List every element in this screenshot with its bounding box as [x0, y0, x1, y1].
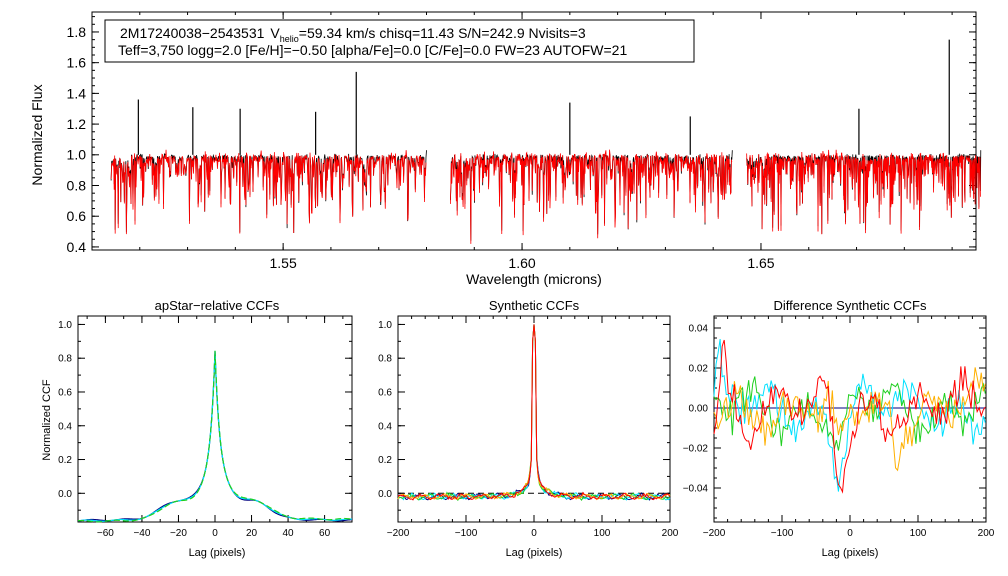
spectrum-y-tick-label: 0.8 [67, 177, 87, 193]
ccf_apstar-x-tick-label: 40 [283, 528, 295, 539]
apstar-ccf-panel: −60 −40 −20 0 20 40 60 0.0 0.2 0.4 0.6 0.8 1.0 [58, 315, 353, 539]
ccf_synthetic-frame [397, 315, 671, 523]
synthetic-ccf-title: Synthetic CCFs [489, 298, 580, 313]
ccf_apstar-y-tick-label: 0.0 [58, 489, 72, 500]
ccf_apstar-y-tick-label: 0.2 [58, 455, 72, 466]
difference-ccf-x-label: Lag (pixels) [822, 547, 879, 559]
apstar-ccf-x-label: Lag (pixels) [189, 547, 246, 559]
ccf_apstar-frame [77, 315, 353, 523]
ccf_synthetic-x-tick-label: −200 [387, 528, 410, 539]
ccf_synthetic-x-tick-label: 100 [594, 528, 611, 539]
ccf_apstar-y-tick-label: 1.0 [58, 320, 72, 331]
info-line-1: 2M17240038−2543531 Vhelio=59.34 km/s chis… [120, 25, 586, 44]
spectrum-x-label: Wavelength (microns) [466, 271, 602, 287]
info-stats: =59.34 km/s chisq=11.43 S/N=242.9 Nvisit… [299, 25, 586, 41]
ccf_apstar-x-tick-label: 20 [246, 528, 258, 539]
velocity-subscript: helio [280, 34, 299, 44]
ccf_difference-y-tick-label: 0.02 [689, 364, 709, 375]
synthetic-ccf-panel: −200 −100 0 100 200 0.0 0.2 0.4 0.6 0.8 1.0 [378, 315, 679, 539]
ccf_synthetic-y-tick-label: 0.8 [378, 354, 392, 365]
synthetic-ccf-line [397, 324, 671, 501]
ccf_difference-y-tick-label: −0.04 [683, 484, 709, 495]
apstar-ccf-line [77, 351, 353, 522]
ccf_difference-y-tick-label: 0.00 [689, 404, 709, 415]
ccf_apstar-x-tick-label: 0 [212, 528, 218, 539]
ccf_apstar-x-tick-label: −40 [133, 528, 150, 539]
ccf_difference-x-tick-label: 100 [910, 528, 927, 539]
ccf_apstar-x-tick-label: −20 [170, 528, 187, 539]
ccf_synthetic-y-tick-label: 0.4 [378, 421, 392, 432]
ccf_apstar-y-tick-label: 0.4 [58, 421, 72, 432]
ccf_difference-x-tick-label: −200 [703, 528, 726, 539]
spectrum-y-tick-label: 0.6 [67, 208, 87, 224]
spectrum-y-tick-label: 1.0 [67, 147, 87, 163]
model-spectrum-line [449, 149, 733, 244]
ccf_synthetic-x-tick-label: 0 [531, 528, 537, 539]
difference-ccf-panel: −200 −100 0 100 200 −0.04 −0.02 0.00 0.02 0.04 [683, 315, 995, 539]
difference-ccf-line [713, 376, 986, 451]
apstar-ccf-line [77, 350, 353, 522]
difference-ccf-line [713, 367, 986, 472]
ccf_difference-y-tick-label: 0.04 [689, 324, 709, 335]
spectrum-y-label: Normalized Flux [29, 84, 45, 185]
spectrum-x-tick-label: 1.65 [747, 255, 774, 271]
ccf_difference-x-tick-label: 0 [847, 528, 853, 539]
spectrum-y-tick-label: 1.6 [67, 55, 87, 71]
apstar-ccf-title: apStar−relative CCFs [155, 298, 280, 313]
ccf_apstar-x-tick-label: −60 [97, 528, 114, 539]
ccf_difference-y-tick-label: −0.02 [683, 444, 709, 455]
synthetic-ccf-line [397, 324, 671, 501]
synthetic-ccf-line [397, 324, 671, 501]
apstar-ccf-y-label: Normalized CCF [41, 379, 53, 461]
velocity-symbol: V [270, 25, 280, 41]
spectrum-frame [91, 11, 977, 251]
ccf_synthetic-x-tick-label: 200 [662, 528, 679, 539]
ccf_synthetic-y-tick-label: 0.6 [378, 387, 392, 398]
model-spectrum-line [110, 149, 427, 235]
difference-ccf-title: Difference Synthetic CCFs [774, 298, 927, 313]
ccf_synthetic-y-tick-label: 1.0 [378, 320, 392, 331]
ccf_synthetic-y-tick-label: 0.0 [378, 489, 392, 500]
synthetic-ccf-line [397, 324, 671, 501]
spectrum-panel: 1.55 1.60 1.65 0.4 0.6 0.8 1.0 1.2 1.4 1.6 1.8 [67, 11, 982, 271]
info-line-2: Teff=3,750 logg=2.0 [Fe/H]=−0.50 [alpha/… [118, 42, 627, 58]
spectrum-y-tick-label: 1.8 [67, 24, 87, 40]
synthetic-ccf-line [397, 324, 671, 502]
spectrum-x-tick-label: 1.55 [270, 255, 297, 271]
synthetic-ccf-x-label: Lag (pixels) [506, 547, 563, 559]
ccf_apstar-y-tick-label: 0.8 [58, 354, 72, 365]
spectrum-y-tick-label: 0.4 [67, 239, 87, 255]
ccf_apstar-y-tick-label: 0.6 [58, 387, 72, 398]
ccf_difference-x-tick-label: 200 [978, 528, 995, 539]
info-box [104, 19, 695, 63]
model-spectrum-line [746, 149, 981, 235]
spectrum-x-tick-label: 1.60 [508, 255, 535, 271]
ccf_synthetic-x-tick-label: −100 [455, 528, 478, 539]
ccf_difference-x-tick-label: −100 [771, 528, 794, 539]
difference-ccf-line [713, 339, 986, 494]
ccf_apstar-x-tick-label: 60 [319, 528, 331, 539]
ccf_synthetic-y-tick-label: 0.2 [378, 455, 392, 466]
spectrum-y-tick-label: 1.4 [67, 85, 87, 101]
spectrum-y-tick-label: 1.2 [67, 116, 87, 132]
star-id: 2M17240038−2543531 [120, 25, 265, 41]
apstar-ccf-line [77, 350, 353, 523]
